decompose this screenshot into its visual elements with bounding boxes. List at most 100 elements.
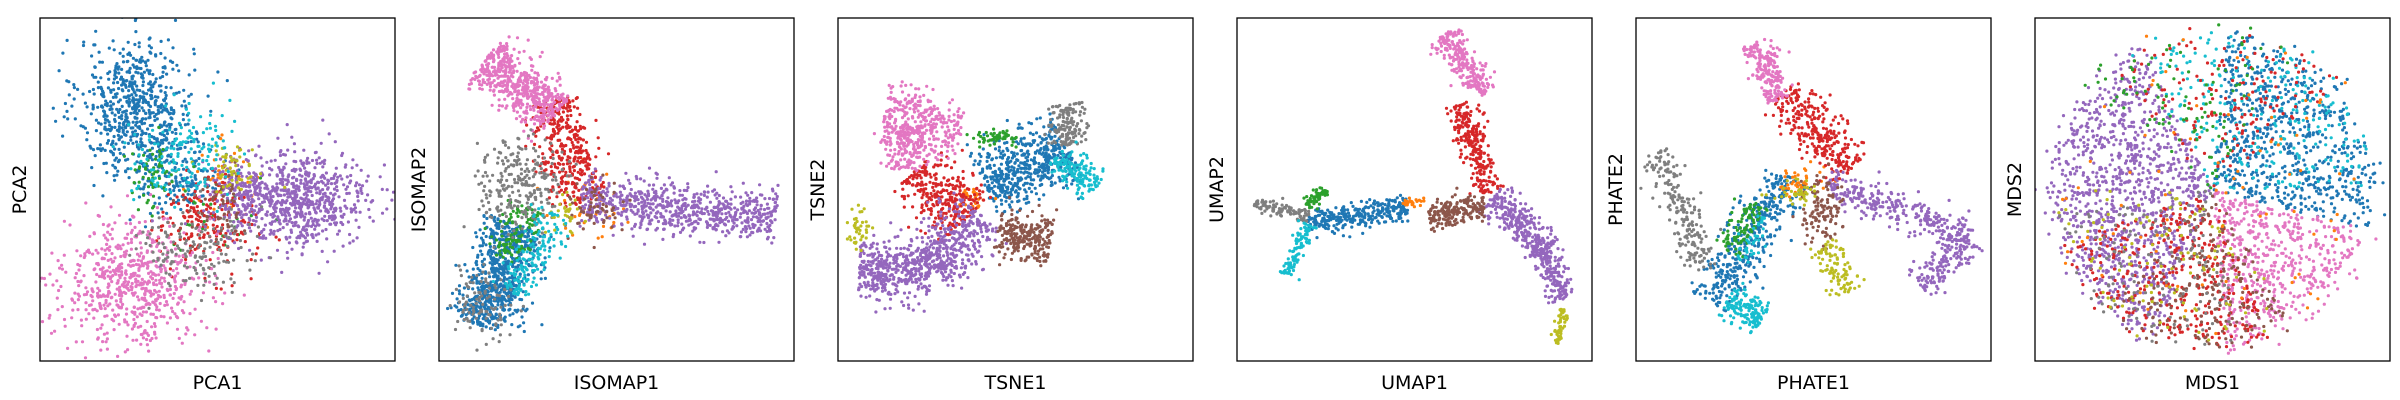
- point: [117, 273, 121, 277]
- point: [729, 202, 733, 206]
- point: [673, 224, 677, 228]
- point: [101, 94, 105, 98]
- point: [177, 246, 181, 250]
- point: [130, 13, 133, 16]
- point: [633, 212, 637, 216]
- point: [212, 227, 216, 231]
- point: [187, 73, 191, 77]
- point: [92, 92, 96, 96]
- point: [193, 333, 197, 337]
- point: [335, 188, 339, 193]
- point: [103, 148, 107, 152]
- point: [154, 99, 158, 103]
- point: [85, 131, 90, 135]
- point: [456, 309, 461, 313]
- point: [662, 183, 667, 187]
- point: [186, 249, 190, 253]
- point: [524, 309, 528, 313]
- point: [198, 236, 202, 240]
- point: [113, 221, 117, 225]
- point: [207, 349, 211, 353]
- point: [74, 271, 78, 276]
- point: [190, 232, 194, 236]
- point: [163, 171, 167, 175]
- point: [312, 206, 316, 210]
- point: [507, 219, 511, 223]
- point: [581, 125, 585, 129]
- point: [288, 217, 293, 221]
- point: [516, 264, 520, 268]
- point: [197, 276, 201, 280]
- point: [102, 303, 106, 307]
- point: [233, 188, 237, 192]
- point: [157, 158, 162, 162]
- point: [633, 222, 638, 226]
- point: [576, 140, 580, 144]
- point: [159, 282, 163, 286]
- point: [115, 281, 119, 285]
- point: [189, 92, 193, 96]
- point: [166, 38, 170, 42]
- point: [137, 153, 141, 157]
- point: [82, 293, 86, 297]
- point: [192, 242, 196, 247]
- point: [103, 276, 107, 280]
- point: [108, 245, 112, 249]
- point: [239, 210, 243, 214]
- point: [176, 152, 180, 156]
- point: [496, 217, 500, 221]
- point: [159, 228, 163, 232]
- point: [714, 170, 718, 174]
- point: [83, 252, 87, 256]
- point: [179, 207, 183, 212]
- point: [145, 68, 149, 72]
- point: [193, 150, 197, 154]
- point: [152, 322, 157, 326]
- point: [70, 298, 75, 302]
- point: [132, 181, 136, 185]
- point: [380, 187, 384, 191]
- point: [696, 221, 700, 226]
- point: [594, 118, 598, 122]
- point: [195, 271, 199, 276]
- point: [695, 210, 700, 214]
- point: [262, 195, 266, 199]
- point: [571, 99, 575, 103]
- point: [269, 231, 274, 235]
- point: [149, 89, 154, 93]
- point: [656, 210, 660, 214]
- point: [205, 207, 209, 211]
- point: [300, 233, 304, 237]
- point: [159, 267, 163, 271]
- point: [235, 211, 239, 215]
- point: [632, 196, 637, 200]
- point: [160, 276, 164, 280]
- point: [581, 185, 586, 189]
- point: [112, 48, 116, 52]
- point: [206, 231, 210, 235]
- point: [226, 244, 230, 248]
- point: [271, 212, 275, 216]
- point: [135, 120, 139, 124]
- point: [153, 103, 157, 107]
- point: [177, 121, 182, 125]
- point: [205, 218, 209, 223]
- point: [219, 226, 224, 230]
- point: [488, 261, 492, 265]
- point: [196, 140, 200, 144]
- point: [519, 252, 523, 256]
- point: [160, 125, 164, 129]
- point: [124, 269, 128, 273]
- point: [321, 165, 325, 169]
- point: [159, 89, 163, 93]
- point: [515, 207, 520, 211]
- point: [208, 113, 213, 117]
- point: [142, 70, 146, 74]
- point: [491, 249, 495, 254]
- point: [590, 190, 594, 194]
- point: [166, 193, 170, 197]
- point: [110, 295, 114, 299]
- point: [166, 220, 170, 224]
- point: [309, 190, 313, 194]
- point: [471, 320, 475, 324]
